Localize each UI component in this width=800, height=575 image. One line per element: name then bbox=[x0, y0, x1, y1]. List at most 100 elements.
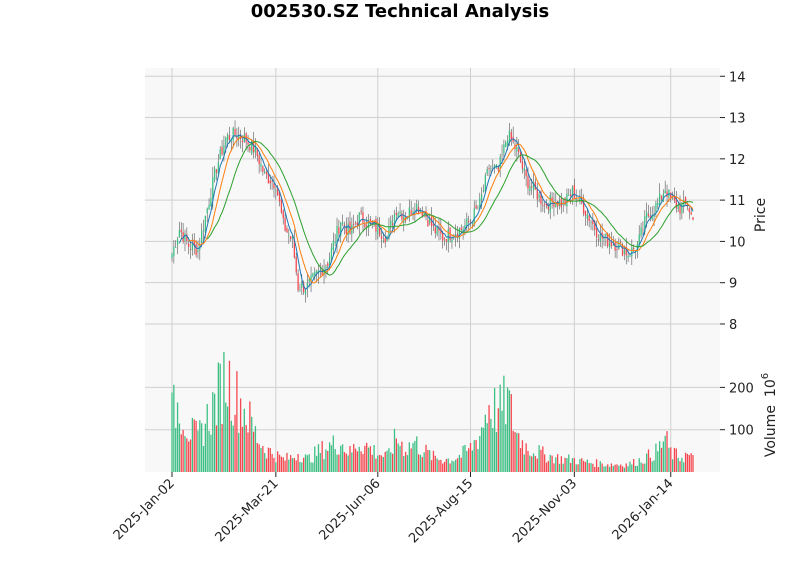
volume-bar bbox=[527, 450, 529, 472]
volume-bar bbox=[499, 384, 501, 472]
volume-bar bbox=[447, 458, 449, 472]
volume-bar bbox=[538, 445, 540, 472]
volume-bar bbox=[658, 441, 661, 472]
candle-body bbox=[629, 256, 631, 257]
candle-body bbox=[388, 226, 390, 239]
candle-body bbox=[369, 219, 372, 222]
volume-bar bbox=[621, 466, 624, 472]
volume-bar bbox=[490, 418, 492, 472]
x-tick-label: 2025-Jun-06 bbox=[316, 476, 383, 543]
candle-body bbox=[310, 275, 312, 283]
volume-bar bbox=[369, 446, 372, 472]
candle-body bbox=[503, 144, 505, 154]
volume-bar bbox=[173, 384, 175, 472]
volume-bar bbox=[451, 460, 453, 472]
candle-body bbox=[330, 247, 333, 259]
volume-bar bbox=[201, 423, 203, 472]
volume-y-ticks: 100 200 bbox=[720, 381, 754, 439]
candle-body bbox=[620, 241, 622, 243]
volume-tick-label: 100 bbox=[729, 424, 754, 439]
candle-body bbox=[416, 204, 418, 212]
candle-body bbox=[588, 215, 590, 222]
volume-bar bbox=[399, 446, 401, 472]
candle-body bbox=[328, 257, 331, 269]
candle-body bbox=[393, 214, 396, 226]
volume-bar bbox=[473, 440, 475, 472]
candle-body bbox=[488, 168, 490, 169]
volume-bar bbox=[306, 455, 308, 472]
volume-bar bbox=[501, 410, 503, 472]
volume-bar bbox=[343, 452, 346, 472]
volume-bar bbox=[671, 459, 674, 472]
candle-body bbox=[345, 227, 347, 235]
candle-body bbox=[239, 134, 242, 139]
candle-body bbox=[278, 192, 281, 202]
volume-bar bbox=[673, 447, 676, 472]
volume-bar bbox=[338, 454, 340, 472]
candle-body bbox=[315, 270, 318, 273]
volume-bar bbox=[429, 450, 431, 472]
candle-body bbox=[175, 246, 177, 248]
volume-bar bbox=[560, 456, 563, 472]
volume-bar bbox=[662, 441, 664, 472]
volume-bar bbox=[516, 432, 518, 472]
chart-title: 002530.SZ Technical Analysis bbox=[251, 1, 549, 22]
volume-bar bbox=[575, 464, 577, 472]
volume-bar bbox=[265, 458, 268, 472]
volume-bar bbox=[594, 466, 596, 472]
x-tick-label: 2025-Aug-15 bbox=[406, 476, 476, 546]
candle-body bbox=[290, 236, 292, 239]
candle-body bbox=[171, 253, 173, 259]
candle-body bbox=[258, 155, 260, 165]
volume-bar bbox=[657, 451, 659, 472]
candle-body bbox=[304, 290, 307, 295]
volume-bar bbox=[477, 449, 479, 472]
candle-body bbox=[590, 222, 592, 223]
candle-body bbox=[651, 214, 653, 220]
volume-bar bbox=[321, 441, 323, 472]
volume-bar bbox=[347, 455, 349, 472]
candle-body bbox=[586, 214, 588, 219]
volume-bar bbox=[568, 454, 570, 472]
candle-body bbox=[262, 166, 264, 172]
volume-bar bbox=[243, 408, 245, 472]
candle-body bbox=[492, 165, 494, 167]
candle-body bbox=[377, 224, 379, 235]
candle-body bbox=[436, 226, 438, 235]
volume-bar bbox=[336, 454, 338, 472]
candle-body bbox=[215, 169, 218, 173]
candle-body bbox=[666, 191, 668, 197]
volume-bar bbox=[443, 461, 446, 472]
volume-bar bbox=[182, 429, 184, 472]
candle-body bbox=[534, 181, 537, 190]
volume-tick-label: 200 bbox=[729, 381, 754, 396]
candle-body bbox=[347, 223, 349, 236]
candle-body bbox=[284, 217, 286, 231]
candle-body bbox=[638, 234, 640, 246]
volume-bar bbox=[362, 454, 364, 472]
candle-body bbox=[531, 186, 533, 188]
volume-bar bbox=[189, 439, 192, 472]
volume-bar bbox=[197, 430, 199, 472]
volume-bar bbox=[651, 461, 653, 472]
candle-body bbox=[555, 202, 557, 207]
volume-bar bbox=[262, 446, 264, 472]
volume-bar bbox=[315, 455, 318, 472]
candle-body bbox=[595, 228, 598, 238]
candle-body bbox=[384, 238, 386, 243]
volume-bar bbox=[503, 375, 505, 472]
candle-body bbox=[456, 233, 459, 238]
candle-body bbox=[408, 207, 410, 219]
candle-body bbox=[544, 203, 546, 205]
svg-text:Volume106: Volume 106 bbox=[760, 373, 779, 457]
volume-bar bbox=[176, 402, 179, 472]
volume-bar bbox=[529, 455, 531, 472]
volume-bar bbox=[512, 430, 514, 472]
volume-bar bbox=[330, 445, 333, 472]
volume-bar bbox=[280, 456, 283, 472]
candle-body bbox=[251, 140, 253, 154]
volume-bar bbox=[260, 448, 262, 472]
volume-bar bbox=[445, 459, 448, 472]
candle-body bbox=[360, 210, 362, 213]
volume-bar bbox=[553, 463, 555, 472]
